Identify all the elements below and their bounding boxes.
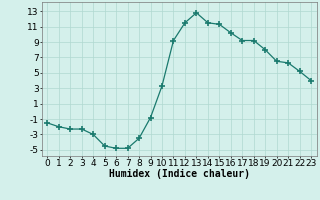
X-axis label: Humidex (Indice chaleur): Humidex (Indice chaleur): [109, 169, 250, 179]
